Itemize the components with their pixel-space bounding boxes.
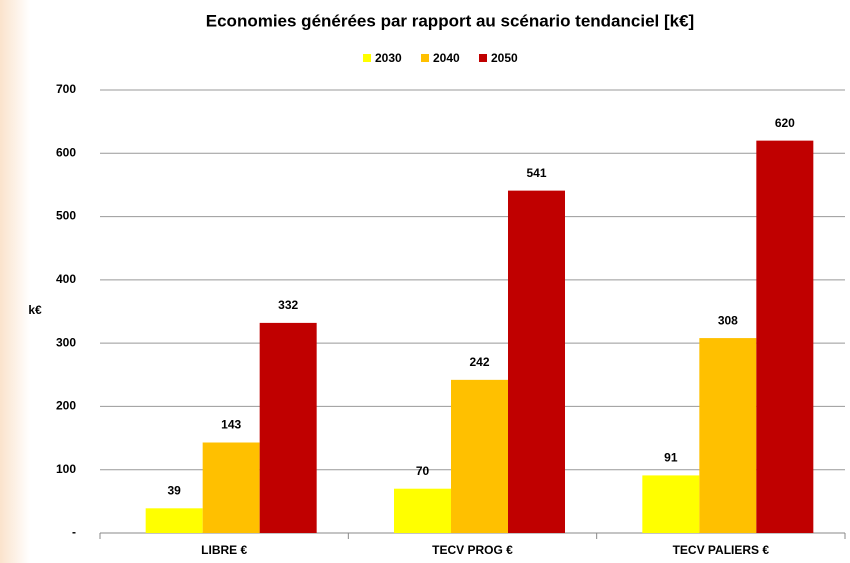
y-tick-label: 100 bbox=[56, 462, 76, 476]
bar bbox=[642, 475, 700, 533]
bar bbox=[145, 508, 203, 533]
y-tick-label: 400 bbox=[56, 272, 76, 286]
data-label: 39 bbox=[167, 483, 181, 497]
chart-title: Economies générées par rapport au scénar… bbox=[206, 11, 694, 30]
y-tick-label: 700 bbox=[56, 82, 76, 96]
data-label: 332 bbox=[278, 298, 298, 312]
legend-swatch bbox=[363, 54, 371, 62]
data-label: 70 bbox=[416, 464, 430, 478]
x-tick-label: LIBRE € bbox=[201, 543, 247, 557]
bar bbox=[756, 140, 814, 533]
legend-swatch bbox=[479, 54, 487, 62]
data-label: 308 bbox=[718, 313, 738, 327]
data-label: 143 bbox=[221, 418, 241, 432]
y-tick-label: - bbox=[72, 525, 76, 539]
legend-swatch bbox=[421, 54, 429, 62]
legend-label: 2040 bbox=[433, 51, 460, 65]
bar bbox=[259, 322, 317, 533]
data-label: 541 bbox=[526, 166, 546, 180]
bar bbox=[394, 488, 451, 533]
y-tick-label: 300 bbox=[56, 335, 76, 349]
data-label: 91 bbox=[664, 451, 678, 465]
legend-label: 2050 bbox=[491, 51, 518, 65]
y-tick-label: 200 bbox=[56, 399, 76, 413]
bar bbox=[699, 338, 757, 533]
y-tick-label: 600 bbox=[56, 145, 76, 159]
x-tick-label: TECV PROG € bbox=[432, 543, 513, 557]
x-tick-label: TECV PALIERS € bbox=[673, 543, 770, 557]
data-label: 242 bbox=[469, 355, 489, 369]
background-edge bbox=[0, 0, 30, 563]
bar bbox=[451, 379, 508, 533]
y-axis-label: k€ bbox=[28, 303, 42, 317]
bar bbox=[508, 190, 565, 534]
bar bbox=[202, 442, 260, 533]
y-tick-label: 500 bbox=[56, 209, 76, 223]
data-label: 620 bbox=[775, 116, 795, 130]
legend-label: 2030 bbox=[375, 51, 402, 65]
